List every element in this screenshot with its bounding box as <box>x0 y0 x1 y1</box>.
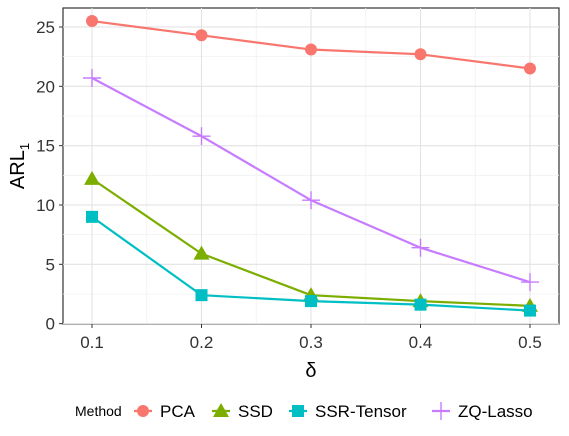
legend-key-marker <box>137 405 149 417</box>
data-point-zq-lasso <box>411 238 430 257</box>
y-axis: 0 5 10 15 20 25 <box>36 18 63 334</box>
legend-key-marker <box>213 403 229 417</box>
legend-item-zq-lasso: ZQ-Lasso <box>432 402 533 421</box>
legend-label-ssd: SSD <box>238 402 273 421</box>
y-axis-title-main: ARL <box>7 150 29 189</box>
legend-label-ssr-tensor: SSR-Tensor <box>315 402 407 421</box>
x-tick-label: 0.2 <box>190 333 214 352</box>
data-point-ssr-tensor <box>414 298 427 311</box>
data-point-pca <box>86 15 99 28</box>
x-tick-label: 0.4 <box>409 333 433 352</box>
x-axis: 0.1 0.2 0.3 0.4 0.5 <box>80 324 542 352</box>
y-tick-label: 5 <box>46 255 55 274</box>
data-point-ssd <box>84 170 101 185</box>
data-point-zq-lasso <box>83 69 102 88</box>
y-axis-title: ARL1 <box>7 143 32 189</box>
data-point-pca <box>523 62 536 75</box>
x-tick-label: 0.5 <box>518 333 542 352</box>
legend: Method PCA SSD SSR-Tensor ZQ-Lasso <box>75 402 533 421</box>
series-pca <box>86 15 536 75</box>
legend-item-ssd: SSD <box>212 402 273 421</box>
data-point-pca <box>414 48 427 61</box>
legend-label-pca: PCA <box>160 402 196 421</box>
data-point-ssd <box>193 245 210 260</box>
y-tick-label: 10 <box>36 196 55 215</box>
svg-text:ARL1: ARL1 <box>7 143 32 189</box>
x-axis-title: δ <box>305 360 316 382</box>
x-tick-label: 0.1 <box>80 333 104 352</box>
series-ssr-tensor <box>86 210 536 317</box>
data-point-ssr-tensor <box>86 210 99 223</box>
data-point-pca <box>305 43 317 56</box>
data-point-zq-lasso <box>302 191 320 210</box>
legend-key-marker <box>292 405 304 417</box>
data-point-ssr-tensor <box>305 295 317 308</box>
y-tick-label: 15 <box>36 137 55 156</box>
y-tick-label: 25 <box>36 18 55 37</box>
y-tick-label: 0 <box>46 315 55 334</box>
legend-label-zq-lasso: ZQ-Lasso <box>458 402 533 421</box>
data-point-ssr-tensor <box>523 304 536 317</box>
legend-key-marker <box>432 402 450 420</box>
legend-item-pca: PCA <box>134 402 196 421</box>
legend-item-ssr-tensor: SSR-Tensor <box>289 402 407 421</box>
data-point-zq-lasso <box>192 127 211 146</box>
grid <box>63 8 559 325</box>
x-tick-label: 0.3 <box>299 333 323 352</box>
series-layer <box>83 15 539 317</box>
series-zq-lasso <box>83 69 539 292</box>
data-point-ssr-tensor <box>195 289 208 302</box>
data-point-pca <box>195 29 208 42</box>
y-axis-title-subscript: 1 <box>17 143 32 150</box>
data-point-zq-lasso <box>520 273 539 292</box>
legend-title: Method <box>75 403 122 419</box>
y-tick-label: 20 <box>36 77 55 96</box>
